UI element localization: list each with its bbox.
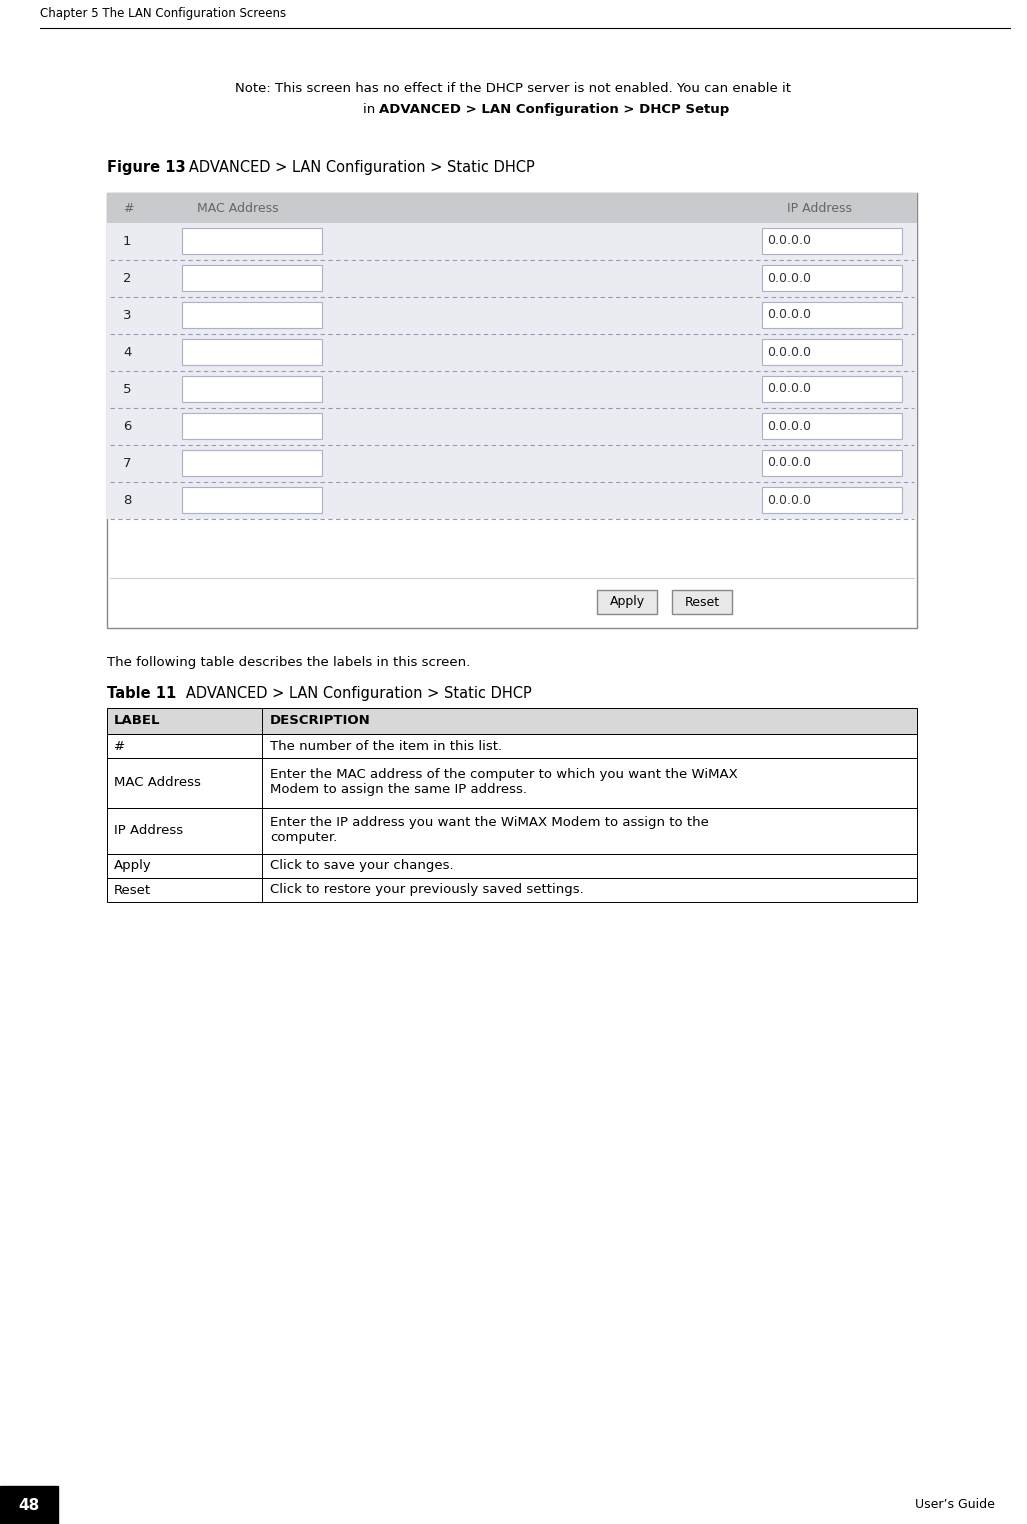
Text: 0.0.0.0: 0.0.0.0 [767,271,811,285]
Text: 0.0.0.0: 0.0.0.0 [767,383,811,396]
Bar [107,223,917,261]
Text: in: in [364,104,380,116]
Bar [762,376,902,402]
Bar [107,853,917,878]
Text: 3: 3 [123,309,131,322]
Text: 5: 5 [123,383,131,396]
Text: Chapter 5 The LAN Configuration Screens: Chapter 5 The LAN Configuration Screens [40,8,287,20]
Text: The following table describes the labels in this screen.: The following table describes the labels… [107,655,470,669]
Bar [762,413,902,439]
Text: .: . [658,104,662,116]
Text: ADVANCED > LAN Configuration > Static DHCP: ADVANCED > LAN Configuration > Static DH… [175,160,535,175]
Text: 1: 1 [123,235,131,248]
Text: User’s Guide: User’s Guide [915,1498,995,1512]
Text: IP Address: IP Address [114,824,183,838]
Bar [762,488,902,514]
Bar [762,338,902,366]
Bar [107,482,917,520]
Text: Note: This screen has no effect if the DHCP server is not enabled. You can enabl: Note: This screen has no effect if the D… [235,82,791,94]
Text: ADVANCED > LAN Configuration > DHCP Setup: ADVANCED > LAN Configuration > DHCP Setu… [379,104,729,116]
Bar [107,445,917,482]
Text: 0.0.0.0: 0.0.0.0 [767,308,811,322]
Bar [182,265,322,291]
Text: Figure 13: Figure 13 [107,160,186,175]
Text: MAC Address: MAC Address [197,201,278,215]
Bar [107,370,917,408]
Bar [107,194,917,223]
Bar [182,338,322,366]
Text: #: # [123,201,134,215]
Text: Apply: Apply [114,860,152,873]
Bar [107,408,917,445]
Text: 4: 4 [123,346,131,360]
Bar [107,757,917,808]
Bar [182,302,322,328]
Text: 0.0.0.0: 0.0.0.0 [767,235,811,247]
Bar [107,709,917,735]
Bar [762,229,902,255]
Bar [107,808,917,853]
Text: 8: 8 [123,494,131,507]
Text: 0.0.0.0: 0.0.0.0 [767,457,811,469]
Bar [107,297,917,334]
Bar [762,450,902,475]
Bar [107,334,917,370]
Text: 0.0.0.0: 0.0.0.0 [767,494,811,506]
Text: Reset: Reset [114,884,151,896]
Bar [597,590,657,614]
Text: 6: 6 [123,421,131,433]
Bar [182,450,322,475]
Text: Table 11: Table 11 [107,686,177,701]
Text: The number of the item in this list.: The number of the item in this list. [270,739,502,753]
Bar [107,735,917,757]
Text: Modem to assign the same IP address.: Modem to assign the same IP address. [270,783,527,796]
Text: Enter the IP address you want the WiMAX Modem to assign to the: Enter the IP address you want the WiMAX … [270,815,709,829]
Bar [182,229,322,255]
Text: 7: 7 [123,457,131,469]
Text: computer.: computer. [270,831,337,844]
Bar [107,853,917,878]
Text: Enter the MAC address of the computer to which you want the WiMAX: Enter the MAC address of the computer to… [270,768,737,780]
Text: Apply: Apply [609,596,645,608]
Text: MAC Address: MAC Address [114,777,201,789]
Text: Reset: Reset [684,596,720,608]
Bar [762,265,902,291]
Bar [762,302,902,328]
Text: ADVANCED > LAN Configuration > Static DHCP: ADVANCED > LAN Configuration > Static DH… [172,686,532,701]
Bar [107,878,917,902]
Bar [107,194,917,628]
Bar [107,709,917,735]
Text: LABEL: LABEL [114,715,160,727]
Text: Click to restore your previously saved settings.: Click to restore your previously saved s… [270,884,583,896]
Bar [0,1486,58,1524]
Bar [107,878,917,902]
Bar [182,488,322,514]
Text: #: # [114,739,125,753]
Bar [107,808,917,853]
Text: IP Address: IP Address [787,201,852,215]
Text: 0.0.0.0: 0.0.0.0 [767,346,811,358]
Text: 0.0.0.0: 0.0.0.0 [767,419,811,433]
Text: 48: 48 [18,1498,40,1512]
Bar [182,413,322,439]
Text: DESCRIPTION: DESCRIPTION [270,715,371,727]
Text: Click to save your changes.: Click to save your changes. [270,860,454,873]
Text: 2: 2 [123,271,131,285]
Bar [107,261,917,297]
Bar [107,757,917,808]
Bar [182,376,322,402]
Bar [672,590,732,614]
Bar [107,735,917,757]
